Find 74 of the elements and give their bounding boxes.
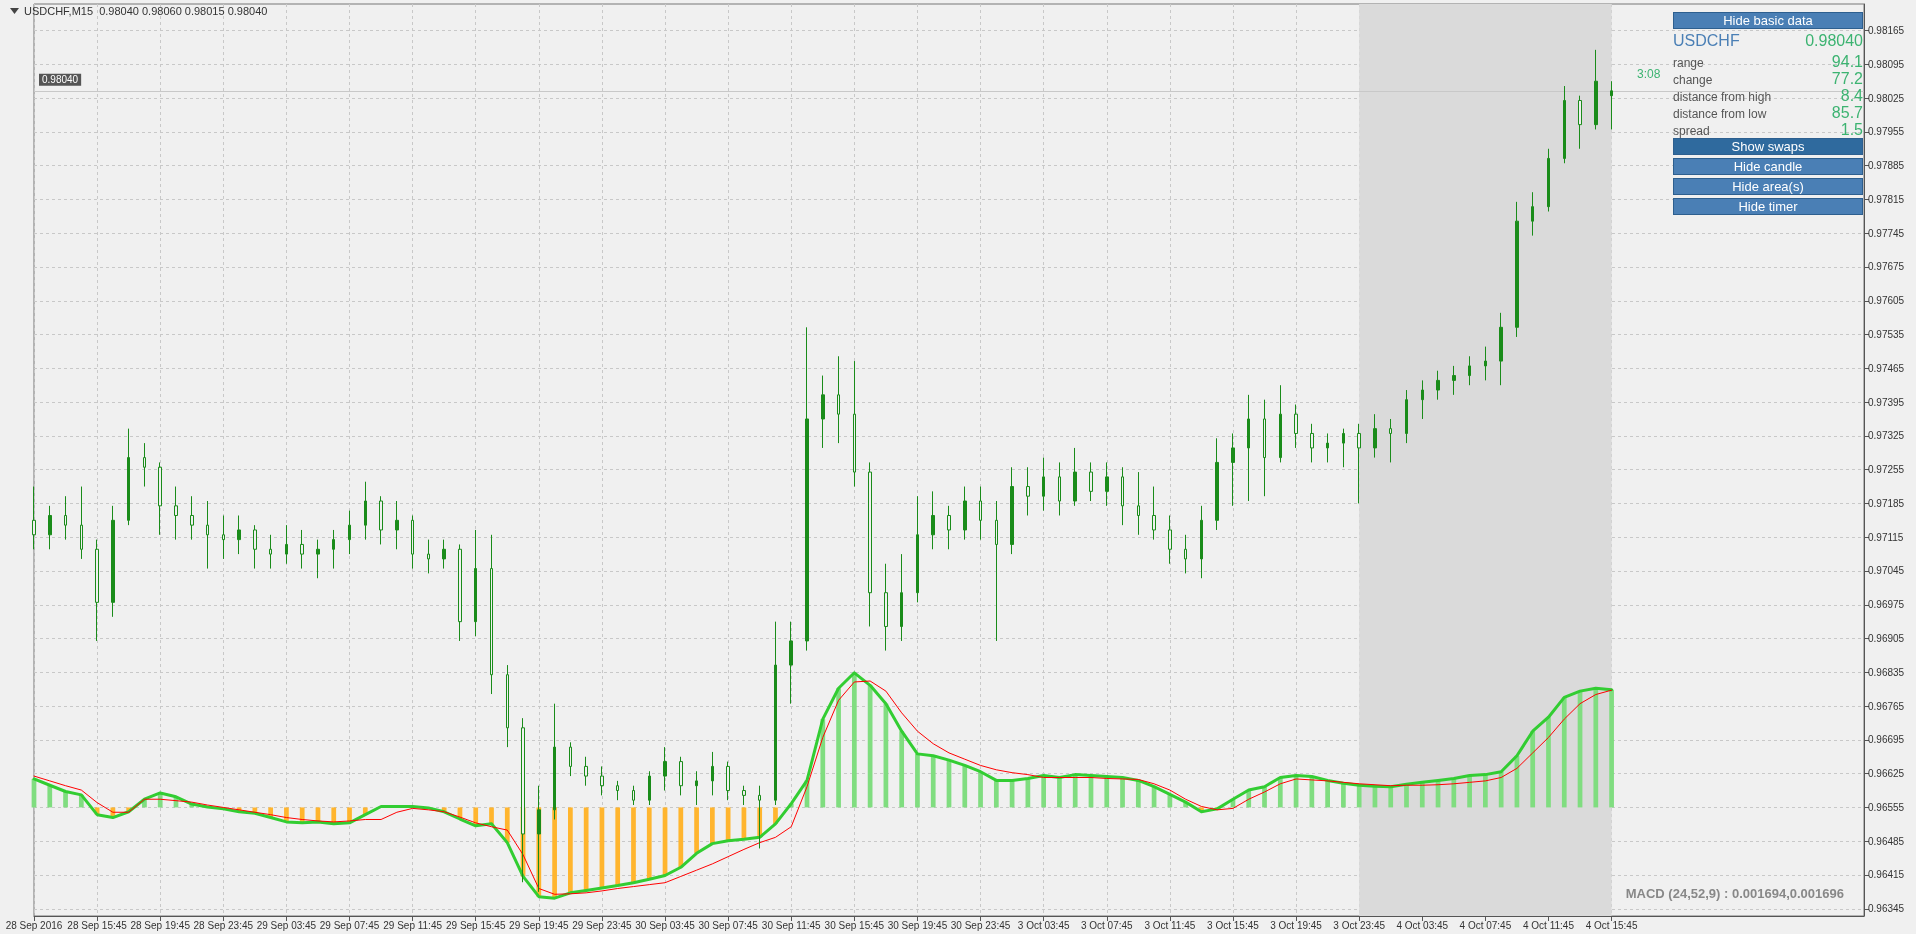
y-tick-label: 0.97815: [1868, 193, 1905, 205]
y-tick-label: 0.97745: [1868, 227, 1905, 239]
y-tick-label: 0.97535: [1868, 329, 1905, 341]
x-tick-label: 4 Oct 07:45: [1459, 919, 1512, 931]
annotation: change: [1673, 73, 1713, 87]
y-tick-label: 0.98095: [1868, 58, 1905, 70]
y-tick-label: 0.97395: [1868, 396, 1905, 408]
button: Hide area(s): [1673, 178, 1863, 195]
button: Hide timer: [1673, 198, 1863, 215]
annotation: MACD (24,52,9) : 0.001694,0.001696: [1625, 886, 1844, 901]
x-tick-label: 28 Sep 19:45: [130, 919, 191, 931]
annotation: 3:08: [1637, 67, 1661, 81]
annotation: distance from high: [1673, 90, 1772, 104]
y-tick-label: 0.96905: [1868, 633, 1905, 645]
y-tick-label: 0.97045: [1868, 565, 1905, 577]
y-tick-label: 0.96485: [1868, 835, 1905, 847]
y-tick-label: 0.96695: [1868, 734, 1905, 746]
x-tick-label: 3 Oct 15:45: [1207, 919, 1260, 931]
y-tick-label: 0.97185: [1868, 497, 1905, 509]
x-tick-label: 30 Sep 11:45: [761, 919, 822, 931]
y-tick-label: 0.96345: [1868, 903, 1905, 915]
y-tick-label: 0.97255: [1868, 464, 1905, 476]
x-tick-label: 30 Sep 19:45: [887, 919, 948, 931]
x-tick-label: 3 Oct 11:45: [1144, 919, 1196, 931]
y-tick-label: 0.96555: [1868, 801, 1905, 813]
x-tick-label: 28 Sep 15:45: [67, 919, 128, 931]
chart-title: USDCHF,M15 0.98040 0.98060 0.98015 0.98040: [24, 5, 268, 17]
annotation: 77.2: [1831, 70, 1863, 88]
annotation: 8.4: [1840, 87, 1863, 105]
annotation: range: [1673, 56, 1704, 70]
y-tick-label: 0.97955: [1868, 126, 1905, 138]
y-tick-label: 0.97325: [1868, 430, 1905, 442]
x-tick-label: 29 Sep 19:45: [509, 919, 570, 931]
annotation: spread: [1673, 124, 1710, 138]
x-tick-label: 29 Sep 11:45: [383, 919, 443, 931]
annotation: 1.5: [1840, 121, 1863, 139]
x-tick-label: 4 Oct 03:45: [1396, 919, 1449, 931]
annotation: USDCHF: [1673, 32, 1740, 50]
x-tick-label: 3 Oct 03:45: [1017, 919, 1070, 931]
x-tick-label: 4 Oct 11:45: [1523, 919, 1575, 931]
x-tick-label: 3 Oct 23:45: [1333, 919, 1386, 931]
annotation: 94.1: [1831, 53, 1863, 71]
x-tick-label: 29 Sep 23:45: [572, 919, 633, 931]
x-tick-label: 30 Sep 15:45: [824, 919, 885, 931]
y-tick-label: 0.98165: [1868, 25, 1905, 37]
y-tick-label: 0.96835: [1868, 666, 1905, 678]
y-tick-label: 0.96765: [1868, 700, 1905, 712]
button: Hide basic data: [1673, 12, 1863, 29]
y-tick-label: 0.98025: [1868, 92, 1905, 104]
y-tick-label: 0.96415: [1868, 869, 1905, 881]
y-tick-label: 0.97675: [1868, 261, 1905, 273]
x-tick-label: 28 Sep 2016: [5, 919, 63, 931]
x-tick-label: 30 Sep 07:45: [698, 919, 759, 931]
x-tick-label: 30 Sep 03:45: [635, 919, 696, 931]
ref-line-label: 0.98040: [42, 74, 79, 86]
x-tick-label: 29 Sep 03:45: [256, 919, 317, 931]
x-tick-label: 29 Sep 07:45: [319, 919, 380, 931]
button: Hide candle: [1673, 158, 1863, 175]
x-tick-label: 29 Sep 15:45: [445, 919, 506, 931]
y-tick-label: 0.96975: [1868, 599, 1905, 611]
x-tick-label: 3 Oct 19:45: [1270, 919, 1323, 931]
annotation: distance from low: [1673, 107, 1767, 121]
y-tick-label: 0.97465: [1868, 362, 1905, 374]
x-tick-label: 3 Oct 07:45: [1080, 919, 1134, 931]
annotation: 85.7: [1831, 104, 1863, 122]
y-tick-label: 0.96625: [1868, 768, 1905, 780]
annotation: 0.98040: [1805, 32, 1863, 50]
x-tick-label: 28 Sep 23:45: [193, 919, 254, 931]
x-tick-label: 30 Sep 23:45: [950, 919, 1011, 931]
y-tick-label: 0.97115: [1868, 531, 1904, 543]
y-tick-label: 0.97605: [1868, 295, 1905, 307]
y-tick-label: 0.97885: [1868, 160, 1905, 172]
x-tick-label: 4 Oct 15:45: [1585, 919, 1638, 931]
button: Show swaps: [1673, 138, 1863, 155]
